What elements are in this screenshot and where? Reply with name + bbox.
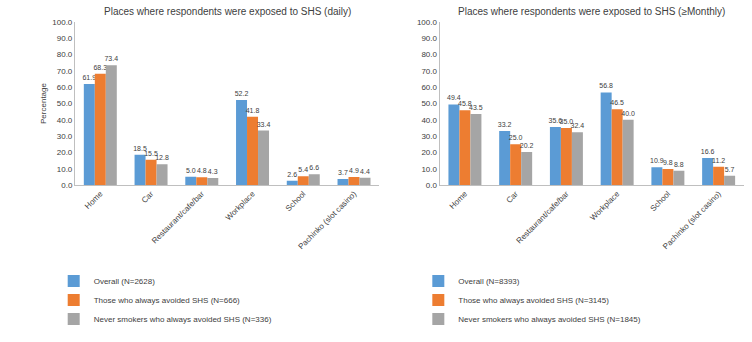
svg-text:100.0: 100.0: [52, 18, 73, 27]
svg-text:0.0: 0.0: [426, 181, 438, 190]
svg-text:School: School: [648, 189, 672, 213]
svg-text:30.0: 30.0: [57, 132, 73, 141]
svg-text:Pachinko (slot casino): Pachinko (slot casino): [297, 189, 359, 251]
svg-text:10.9: 10.9: [650, 157, 664, 164]
svg-text:25.0: 25.0: [509, 134, 523, 141]
svg-text:6.6: 6.6: [309, 164, 319, 171]
svg-text:49.4: 49.4: [447, 94, 461, 101]
svg-text:32.4: 32.4: [571, 122, 585, 129]
svg-text:80.0: 80.0: [57, 50, 73, 59]
svg-text:10.0: 10.0: [57, 165, 73, 174]
svg-text:33.2: 33.2: [498, 121, 512, 128]
svg-text:Overall (N=2628): Overall (N=2628): [94, 277, 155, 286]
svg-text:Those who always avoided SHS (: Those who always avoided SHS (N=666): [94, 296, 240, 305]
svg-text:50.0: 50.0: [421, 99, 437, 108]
svg-text:Workplace: Workplace: [224, 189, 257, 222]
svg-text:56.8: 56.8: [599, 82, 613, 89]
svg-text:45.8: 45.8: [458, 100, 472, 107]
svg-text:4.8: 4.8: [197, 167, 207, 174]
svg-text:2.6: 2.6: [287, 171, 297, 178]
svg-text:Car: Car: [504, 189, 520, 205]
svg-text:61.9: 61.9: [82, 74, 96, 81]
svg-text:5.4: 5.4: [298, 166, 308, 173]
svg-text:4.9: 4.9: [349, 167, 359, 174]
svg-text:90.0: 90.0: [57, 34, 73, 43]
svg-text:68.3: 68.3: [93, 64, 107, 71]
svg-text:40.0: 40.0: [57, 116, 73, 125]
svg-text:15.5: 15.5: [144, 150, 158, 157]
svg-text:4.3: 4.3: [208, 168, 218, 175]
svg-text:43.5: 43.5: [469, 104, 483, 111]
svg-text:16.6: 16.6: [701, 148, 715, 155]
svg-text:60.0: 60.0: [57, 83, 73, 92]
svg-text:50.0: 50.0: [57, 99, 73, 108]
svg-text:Home: Home: [448, 189, 470, 211]
svg-text:33.4: 33.4: [257, 121, 271, 128]
svg-text:90.0: 90.0: [421, 34, 437, 43]
svg-text:Percentage: Percentage: [39, 82, 48, 123]
svg-text:18.5: 18.5: [133, 145, 147, 152]
svg-text:Never smokers who always avoid: Never smokers who always avoided SHS (N=…: [94, 315, 272, 324]
svg-text:80.0: 80.0: [421, 50, 437, 59]
svg-text:52.2: 52.2: [235, 90, 249, 97]
svg-text:60.0: 60.0: [421, 83, 437, 92]
svg-text:46.5: 46.5: [610, 99, 624, 106]
svg-text:20.2: 20.2: [520, 142, 534, 149]
svg-text:73.4: 73.4: [104, 55, 118, 62]
svg-text:20.0: 20.0: [57, 148, 73, 157]
svg-text:Never smokers who always avoid: Never smokers who always avoided SHS (N=…: [458, 315, 640, 324]
svg-text:30.0: 30.0: [421, 132, 437, 141]
svg-text:70.0: 70.0: [421, 67, 437, 76]
svg-text:Home: Home: [83, 189, 105, 211]
svg-text:8.8: 8.8: [674, 161, 684, 168]
svg-text:Restaurant/cafe/bar: Restaurant/cafe/bar: [150, 189, 206, 245]
svg-text:41.8: 41.8: [246, 107, 260, 114]
svg-text:40.0: 40.0: [421, 116, 437, 125]
svg-text:Workplace: Workplace: [588, 189, 621, 222]
svg-text:100.0: 100.0: [417, 18, 438, 27]
svg-text:3.7: 3.7: [338, 169, 348, 176]
svg-text:School: School: [284, 189, 308, 213]
svg-text:35.6: 35.6: [549, 117, 563, 124]
svg-text:9.8: 9.8: [663, 159, 673, 166]
svg-text:Pachinko (slot casino): Pachinko (slot casino): [661, 189, 723, 251]
svg-text:20.0: 20.0: [421, 148, 437, 157]
svg-text:11.2: 11.2: [712, 157, 725, 164]
svg-text:10.0: 10.0: [421, 165, 437, 174]
svg-text:Places where respondents were: Places where respondents were exposed to…: [458, 6, 725, 17]
svg-text:70.0: 70.0: [57, 67, 73, 76]
svg-text:Car: Car: [140, 189, 156, 205]
svg-text:Those who always avoided SHS (: Those who always avoided SHS (N=3145): [458, 296, 609, 305]
svg-text:12.8: 12.8: [155, 154, 169, 161]
svg-text:35.0: 35.0: [560, 118, 574, 125]
svg-text:Restaurant/cafe/bar: Restaurant/cafe/bar: [515, 189, 571, 245]
svg-text:Places where respondents were: Places where respondents were exposed to…: [104, 6, 351, 17]
svg-text:Overall (N=8393): Overall (N=8393): [458, 277, 519, 286]
svg-text:0.0: 0.0: [61, 181, 73, 190]
svg-text:5.0: 5.0: [186, 167, 196, 174]
svg-text:5.7: 5.7: [725, 166, 735, 173]
svg-text:40.0: 40.0: [621, 110, 635, 117]
svg-text:4.4: 4.4: [360, 168, 370, 175]
